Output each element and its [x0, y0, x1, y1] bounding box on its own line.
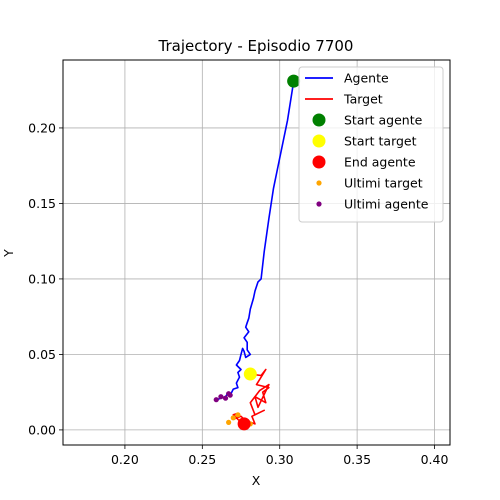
marker-layer	[213, 74, 301, 431]
y-tick-label: 0.10	[28, 271, 56, 286]
legend-label-agente: Agente	[344, 71, 389, 86]
y-tick-label: 0.05	[28, 347, 56, 362]
legend-swatch-ultimi-agente	[316, 201, 322, 207]
marker-ultimi-target	[226, 419, 232, 425]
legend-swatch-start-target	[312, 134, 326, 148]
y-tick-label: 0.20	[28, 120, 56, 135]
axes-frame	[62, 59, 451, 446]
series-agente	[216, 80, 295, 401]
legend-label-target: Target	[343, 92, 383, 107]
marker-ultimi-agente	[222, 395, 229, 401]
x-tick-label: 0.35	[343, 452, 371, 467]
x-tick-label: 0.30	[266, 452, 294, 467]
legend-label-ultimi-target: Ultimi target	[344, 176, 423, 191]
y-tick-label: 0.15	[28, 196, 56, 211]
marker-ultimi-target	[230, 415, 236, 421]
marker-ultimi-agente	[227, 392, 233, 398]
legend-swatch-end-agente	[312, 155, 326, 169]
x-tick-label: 0.40	[421, 452, 449, 467]
x-axis-label: X	[252, 473, 261, 488]
legend-frame	[298, 66, 444, 223]
legend-label-start-agente: Start agente	[344, 113, 423, 128]
legend-label-start-target: Start target	[344, 134, 417, 149]
marker-end-agente	[237, 417, 251, 431]
legend-swatch-ultimi-target	[316, 180, 322, 186]
marker-ultimi-agente	[218, 394, 224, 400]
marker-start-target	[243, 367, 257, 381]
marker-start-agente	[287, 74, 301, 88]
x-tick-label: 0.20	[111, 452, 139, 467]
legend: Agente Target Start agente Start target End …	[298, 66, 444, 223]
x-tick-label: 0.25	[188, 452, 216, 467]
tick-layer: 0.20 0.25 0.30 0.35 0.40 0.00 0.05 0.10 0.15 0.20	[28, 120, 448, 467]
chart-title: Trajectory - Episodio 7700	[158, 37, 354, 55]
legend-label-end-agente: End agente	[344, 155, 416, 170]
y-tick-label: 0.00	[28, 422, 56, 437]
y-axis-label: Y	[1, 249, 16, 258]
legend-swatch-start-agente	[312, 113, 326, 127]
legend-label-ultimi-agente: Ultimi agente	[344, 197, 429, 212]
marker-ultimi-agente	[213, 397, 219, 403]
marker-ultimi-target	[235, 412, 241, 418]
